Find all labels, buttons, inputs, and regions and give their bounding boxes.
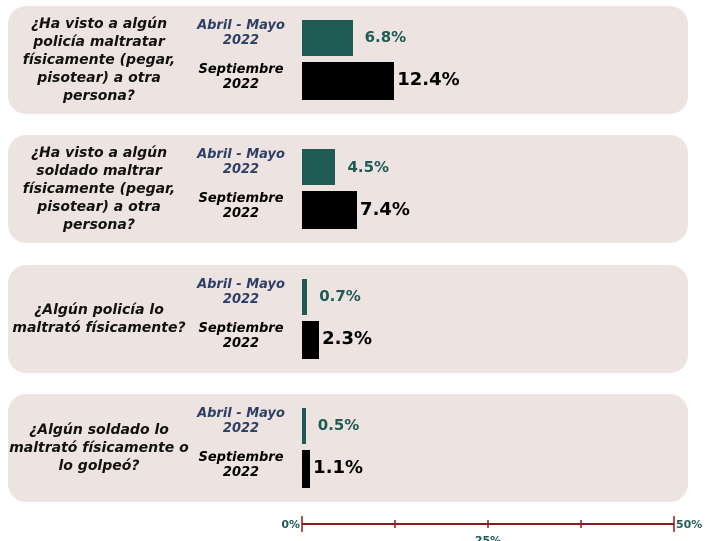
bar xyxy=(302,191,358,230)
value-label: 0.5% xyxy=(317,416,360,435)
value-label: 6.8% xyxy=(364,28,407,47)
series-label: Abril - Mayo 2022 xyxy=(197,405,285,436)
bar xyxy=(302,449,311,488)
panel xyxy=(8,393,688,502)
value-label: 4.5% xyxy=(347,157,390,176)
category-label: ¿Ha visto a algún soldado maltrar física… xyxy=(22,145,176,234)
series-label: Septiembre 2022 xyxy=(198,320,284,351)
value-label: 2.3% xyxy=(322,327,373,349)
category-label: ¿Ha visto a algún policía maltratar físi… xyxy=(22,16,176,104)
bar xyxy=(302,20,353,56)
value-label: 7.4% xyxy=(360,198,410,220)
series-label: Septiembre 2022 xyxy=(198,62,284,92)
value-label: 12.4% xyxy=(397,69,460,91)
x-tick-label: 25% xyxy=(475,534,501,541)
series-label: Abril - Mayo 2022 xyxy=(197,147,285,178)
series-label: Septiembre 2022 xyxy=(198,191,284,222)
category-label: ¿Algún policía lo maltrató físicamente? xyxy=(12,301,186,336)
bar xyxy=(302,62,395,100)
series-label: Septiembre 2022 xyxy=(198,449,284,480)
value-label: 0.7% xyxy=(319,286,361,305)
series-label: Abril - Mayo 2022 xyxy=(197,276,285,307)
bar xyxy=(302,407,306,444)
panel xyxy=(8,264,688,373)
bar xyxy=(302,320,320,359)
category-label: ¿Algún soldado lo maltrató físicamente o… xyxy=(9,421,189,474)
series-label: Abril - Mayo 2022 xyxy=(197,18,285,48)
bar xyxy=(302,278,308,315)
x-tick-label: 50% xyxy=(676,518,702,531)
value-label: 1.1% xyxy=(313,457,364,479)
bar xyxy=(302,149,336,186)
x-tick-label: 0% xyxy=(281,518,300,531)
